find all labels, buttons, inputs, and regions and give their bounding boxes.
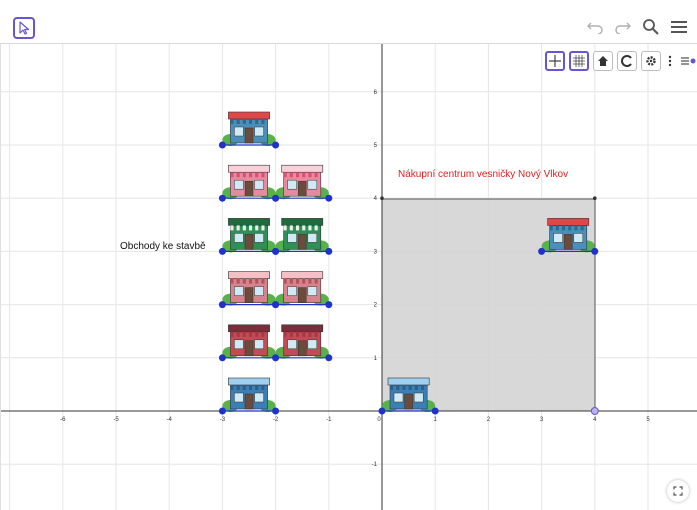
shop-anchor-point[interactable]	[218, 407, 226, 415]
y-tick-label: 2	[374, 303, 378, 309]
shop-anchor-point[interactable]	[218, 247, 226, 255]
redo-icon	[615, 22, 631, 34]
fullscreen-button[interactable]	[667, 480, 689, 502]
fullscreen-icon	[673, 486, 683, 496]
shop-pink-cake	[272, 164, 333, 202]
y-tick-label: 4	[374, 196, 378, 202]
shop-anchor-point[interactable]	[272, 194, 280, 202]
shop-anchor-point[interactable]	[272, 247, 280, 255]
shop-anchor-point[interactable]	[218, 141, 226, 149]
label-toggle-button[interactable]	[617, 51, 637, 71]
menu-button[interactable]	[669, 16, 689, 38]
shop-anchor-point[interactable]	[218, 354, 226, 362]
shop-anchor-point[interactable]	[431, 407, 439, 415]
y-tick-label: 6	[374, 90, 378, 96]
x-tick-label: -2	[273, 417, 279, 423]
redo-button[interactable]	[613, 16, 633, 38]
shop-anchor-point[interactable]	[272, 354, 280, 362]
label-toggle-icon	[621, 55, 632, 67]
home-button[interactable]	[593, 51, 613, 71]
shop-anchor-point[interactable]	[325, 247, 333, 255]
shop-anchor-point[interactable]	[218, 194, 226, 202]
grid-toggle-button[interactable]	[569, 51, 589, 71]
shop-pink-awning	[218, 271, 280, 309]
shop-pink-awning	[272, 271, 333, 309]
x-tick-label: -4	[167, 417, 173, 423]
y-tick-label: 1	[374, 356, 378, 362]
settings-button[interactable]	[641, 51, 661, 71]
x-tick-label: 4	[593, 417, 597, 423]
undo-button[interactable]	[585, 16, 605, 38]
y-axis-ticks: -1 1 2 3 4 5 6	[372, 90, 378, 468]
x-tick-label: 2	[487, 417, 491, 423]
shop-pink-cake	[218, 164, 280, 202]
toolbar	[0, 0, 697, 44]
shop-green	[218, 218, 280, 255]
style-bar-toggle-icon	[681, 57, 696, 65]
shop-red	[272, 324, 333, 362]
graphics-view[interactable]: -6 -5 -4 -3 -2 -1 0 1 2 3 4 5 -1 1 2 3 4 5 6	[0, 44, 697, 510]
shops-to-build-label: Obchody ke stavbě	[120, 241, 206, 252]
x-tick-label: 5	[646, 417, 650, 423]
axes-toggle-icon	[549, 55, 561, 67]
shop-anchor-point[interactable]	[218, 301, 226, 309]
shop-anchor-point[interactable]	[272, 301, 280, 309]
x-tick-label: -1	[326, 417, 332, 423]
home-icon	[598, 56, 608, 66]
x-tick-label: -6	[60, 417, 66, 423]
cursor-arrow-icon	[19, 21, 30, 35]
shop-anchor-point[interactable]	[272, 407, 280, 415]
x-tick-label: -3	[220, 417, 226, 423]
y-tick-label: 3	[374, 249, 378, 255]
style-bar	[545, 51, 697, 71]
shop-red-roof	[218, 111, 280, 149]
x-tick-label: 0	[377, 417, 381, 423]
shop-red-roof-placed	[538, 218, 599, 255]
region-corner-point[interactable]	[380, 196, 384, 200]
shop-blue-placed	[378, 377, 439, 415]
axes-toggle-button[interactable]	[545, 51, 565, 71]
shopping-center-title: Nákupní centrum vesničky Nový Vlkov	[398, 169, 569, 180]
shop-anchor-point[interactable]	[325, 194, 333, 202]
shop-images	[218, 111, 599, 415]
more-vertical-icon	[668, 55, 672, 67]
grid	[1, 44, 697, 510]
grid-toggle-icon	[573, 55, 585, 67]
x-tick-label: 1	[434, 417, 438, 423]
search-button[interactable]	[641, 16, 661, 38]
y-tick-label: -1	[372, 462, 378, 468]
shop-anchor-point[interactable]	[325, 301, 333, 309]
region-corner-point[interactable]	[593, 196, 597, 200]
x-tick-label: 3	[540, 417, 544, 423]
shop-anchor-point[interactable]	[378, 407, 386, 415]
x-tick-label: -5	[113, 417, 119, 423]
coordinate-plane[interactable]: -6 -5 -4 -3 -2 -1 0 1 2 3 4 5 -1 1 2 3 4 5 6	[1, 44, 697, 510]
more-options-button[interactable]	[665, 51, 675, 71]
shop-green	[272, 218, 333, 255]
x-axis-ticks: -6 -5 -4 -3 -2 -1 0 1 2 3 4 5	[60, 417, 650, 423]
shop-anchor-point[interactable]	[538, 247, 546, 255]
search-icon	[643, 19, 659, 35]
shop-red	[218, 324, 280, 362]
move-tool-button[interactable]	[13, 17, 35, 39]
shop-anchor-point[interactable]	[325, 354, 333, 362]
y-tick-label: 5	[374, 143, 378, 149]
shop-blue	[218, 377, 280, 415]
undo-icon	[587, 22, 603, 34]
style-bar-toggle-button[interactable]	[679, 51, 697, 71]
settings-gear-icon	[646, 56, 656, 66]
shop-anchor-point[interactable]	[272, 141, 280, 149]
shop-anchor-point[interactable]	[591, 247, 599, 255]
region-corner-point[interactable]	[590, 407, 599, 415]
hamburger-menu-icon	[671, 21, 687, 33]
top-right-controls	[585, 16, 689, 38]
